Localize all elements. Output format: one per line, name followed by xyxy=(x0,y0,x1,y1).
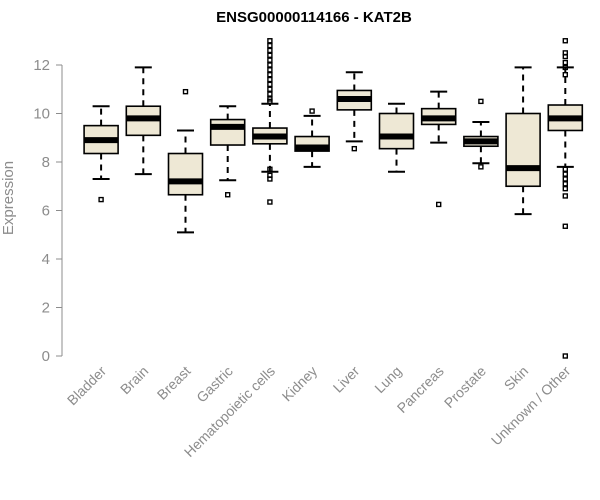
outlier-hematopoietic-cells-2 xyxy=(267,172,273,179)
y-axis-label: Expression xyxy=(0,161,17,235)
outlier-unknown-other-5 xyxy=(562,176,568,182)
x-tick-label-bladder: Bladder xyxy=(64,363,110,409)
outlier-hematopoietic-cells-13 xyxy=(267,57,273,63)
outlier-unknown-other-7 xyxy=(562,166,568,172)
chart-title: ENSG00000114166 - KAT2B xyxy=(216,9,412,26)
y-tick-label-4: 4 xyxy=(42,251,50,268)
y-axis: 0 2 4 6 8 10 12 xyxy=(33,57,63,365)
outlier-unknown-other-0 xyxy=(562,353,568,359)
outlier-unknown-other-1 xyxy=(562,223,568,229)
outlier-unknown-other-4 xyxy=(562,181,568,187)
y-tick-label-0: 0 xyxy=(42,348,50,365)
outlier-hematopoietic-cells-0 xyxy=(267,199,273,205)
outlier-prostate-1 xyxy=(478,98,484,105)
outlier-hematopoietic-cells-14 xyxy=(267,52,273,58)
outlier-unknown-other-6 xyxy=(562,171,568,177)
outlier-gastric-0 xyxy=(224,192,231,198)
x-tick-label-liver: Liver xyxy=(330,363,363,396)
box-prostate xyxy=(463,98,499,170)
iqr-box-lung xyxy=(378,112,415,150)
outlier-hematopoietic-cells-10 xyxy=(267,71,273,78)
outlier-hematopoietic-cells-8 xyxy=(267,81,273,88)
outlier-breast-0 xyxy=(182,88,189,95)
outlier-hematopoietic-cells-11 xyxy=(267,67,273,73)
box-gastric xyxy=(209,105,246,198)
outlier-pancreas-0 xyxy=(436,201,442,208)
boxplot-series xyxy=(83,38,584,359)
outlier-hematopoietic-cells-17 xyxy=(267,38,273,44)
box-skin xyxy=(505,66,541,216)
outlier-unknown-other-12 xyxy=(562,50,568,56)
x-tick-label-breast: Breast xyxy=(154,363,194,403)
x-tick-label-prostate: Prostate xyxy=(441,363,489,411)
y-tick-label-6: 6 xyxy=(42,203,50,220)
y-tick-label-2: 2 xyxy=(42,300,50,317)
outlier-unknown-other-13 xyxy=(562,38,568,44)
iqr-box-skin xyxy=(505,112,541,188)
x-tick-label-lung: Lung xyxy=(371,363,404,396)
x-tick-label-unknown-other: Unknown / Other xyxy=(488,363,574,449)
outlier-prostate-0 xyxy=(478,164,484,170)
box-liver xyxy=(336,71,373,152)
outlier-bladder-0 xyxy=(98,196,104,203)
box-lung xyxy=(378,102,415,173)
outlier-unknown-other-8 xyxy=(562,71,568,78)
outlier-unknown-other-3 xyxy=(562,185,568,192)
x-tick-label-kidney: Kidney xyxy=(279,363,321,405)
outlier-hematopoietic-cells-16 xyxy=(267,42,273,49)
x-tick-label-brain: Brain xyxy=(117,363,151,397)
outlier-liver-0 xyxy=(351,145,357,152)
outlier-hematopoietic-cells-6 xyxy=(267,91,273,97)
outlier-unknown-other-2 xyxy=(562,193,568,199)
y-tick-label-8: 8 xyxy=(42,154,50,171)
outlier-hematopoietic-cells-15 xyxy=(267,47,273,54)
x-tick-label-skin: Skin xyxy=(501,363,532,394)
x-tick-label-pancreas: Pancreas xyxy=(394,363,447,416)
outlier-hematopoietic-cells-12 xyxy=(267,62,273,68)
y-tick-label-10: 10 xyxy=(33,106,50,123)
box-bladder xyxy=(83,105,119,203)
outlier-hematopoietic-cells-3 xyxy=(267,166,273,172)
y-tick-label-12: 12 xyxy=(33,57,50,74)
box-kidney xyxy=(294,108,330,168)
outlier-kidney-0 xyxy=(309,108,315,114)
outlier-hematopoietic-cells-5 xyxy=(267,96,273,102)
iqr-box-gastric xyxy=(209,118,246,146)
box-pancreas xyxy=(420,90,457,208)
box-brain xyxy=(125,66,162,176)
box-breast xyxy=(167,88,204,234)
outlier-hematopoietic-cells-9 xyxy=(267,76,273,83)
iqr-box-breast xyxy=(167,152,204,196)
box-hematopoietic-cells xyxy=(252,38,288,205)
box-unknown-other xyxy=(547,38,584,359)
outlier-unknown-other-9 xyxy=(562,64,568,71)
outlier-hematopoietic-cells-7 xyxy=(267,86,273,92)
outlier-unknown-other-10 xyxy=(562,59,568,66)
